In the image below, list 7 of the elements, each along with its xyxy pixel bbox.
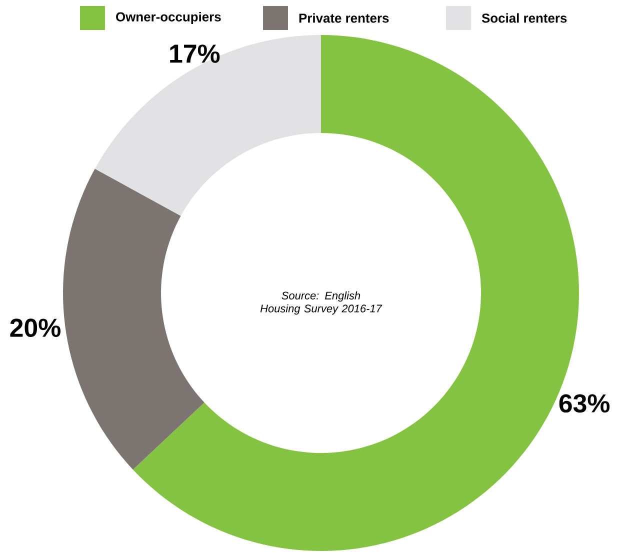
data-label: 17%	[170, 44, 220, 63]
data-label: 63%	[559, 394, 610, 413]
source-note: Source: English Housing Survey 2016-17	[260, 291, 382, 315]
data-label: 20%	[10, 318, 60, 338]
legend-label: Private renters	[299, 13, 389, 23]
legend-label: Owner-occupiers	[116, 12, 221, 24]
legend-label: Social renters	[482, 13, 567, 23]
